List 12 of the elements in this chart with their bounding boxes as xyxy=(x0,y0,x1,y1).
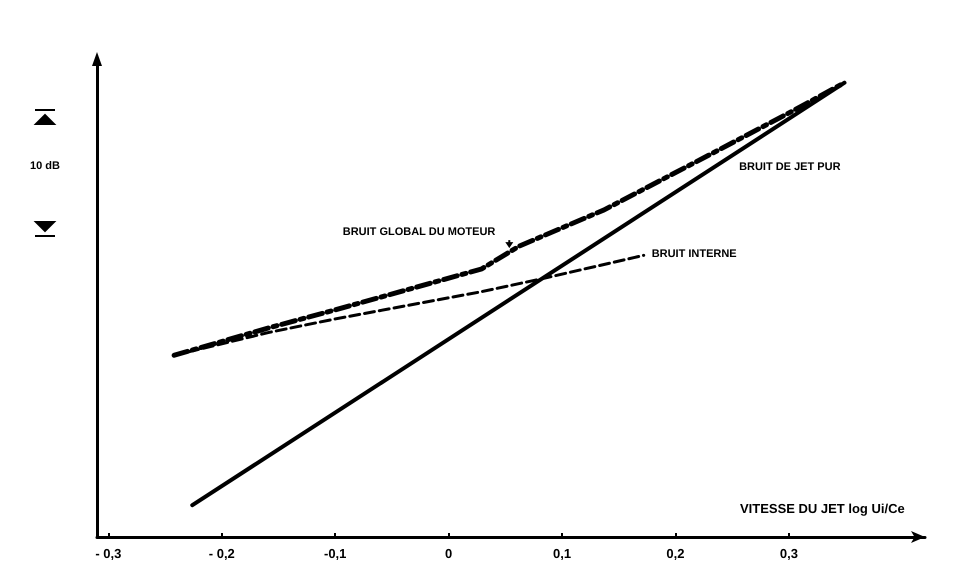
x-tick-label: 0 xyxy=(445,546,452,561)
series-label: BRUIT DE JET PUR xyxy=(739,160,841,173)
x-tick-label: -0,1 xyxy=(324,546,346,561)
x-tick-label: 0,3 xyxy=(780,546,798,561)
y-axis-title: 10 dB xyxy=(30,160,60,172)
x-tick-label: 0,1 xyxy=(553,546,572,561)
x-tick-label: - 0,3 xyxy=(95,546,122,561)
series-label: BRUIT INTERNE xyxy=(652,248,737,260)
series-label: BRUIT GLOBAL DU MOTEUR xyxy=(342,226,496,238)
x-tick-label: - 0,2 xyxy=(208,546,235,561)
x-axis-title: VITESSE DU JET log Ui/Ce xyxy=(740,501,905,516)
x-tick-label: 0,2 xyxy=(666,546,685,561)
